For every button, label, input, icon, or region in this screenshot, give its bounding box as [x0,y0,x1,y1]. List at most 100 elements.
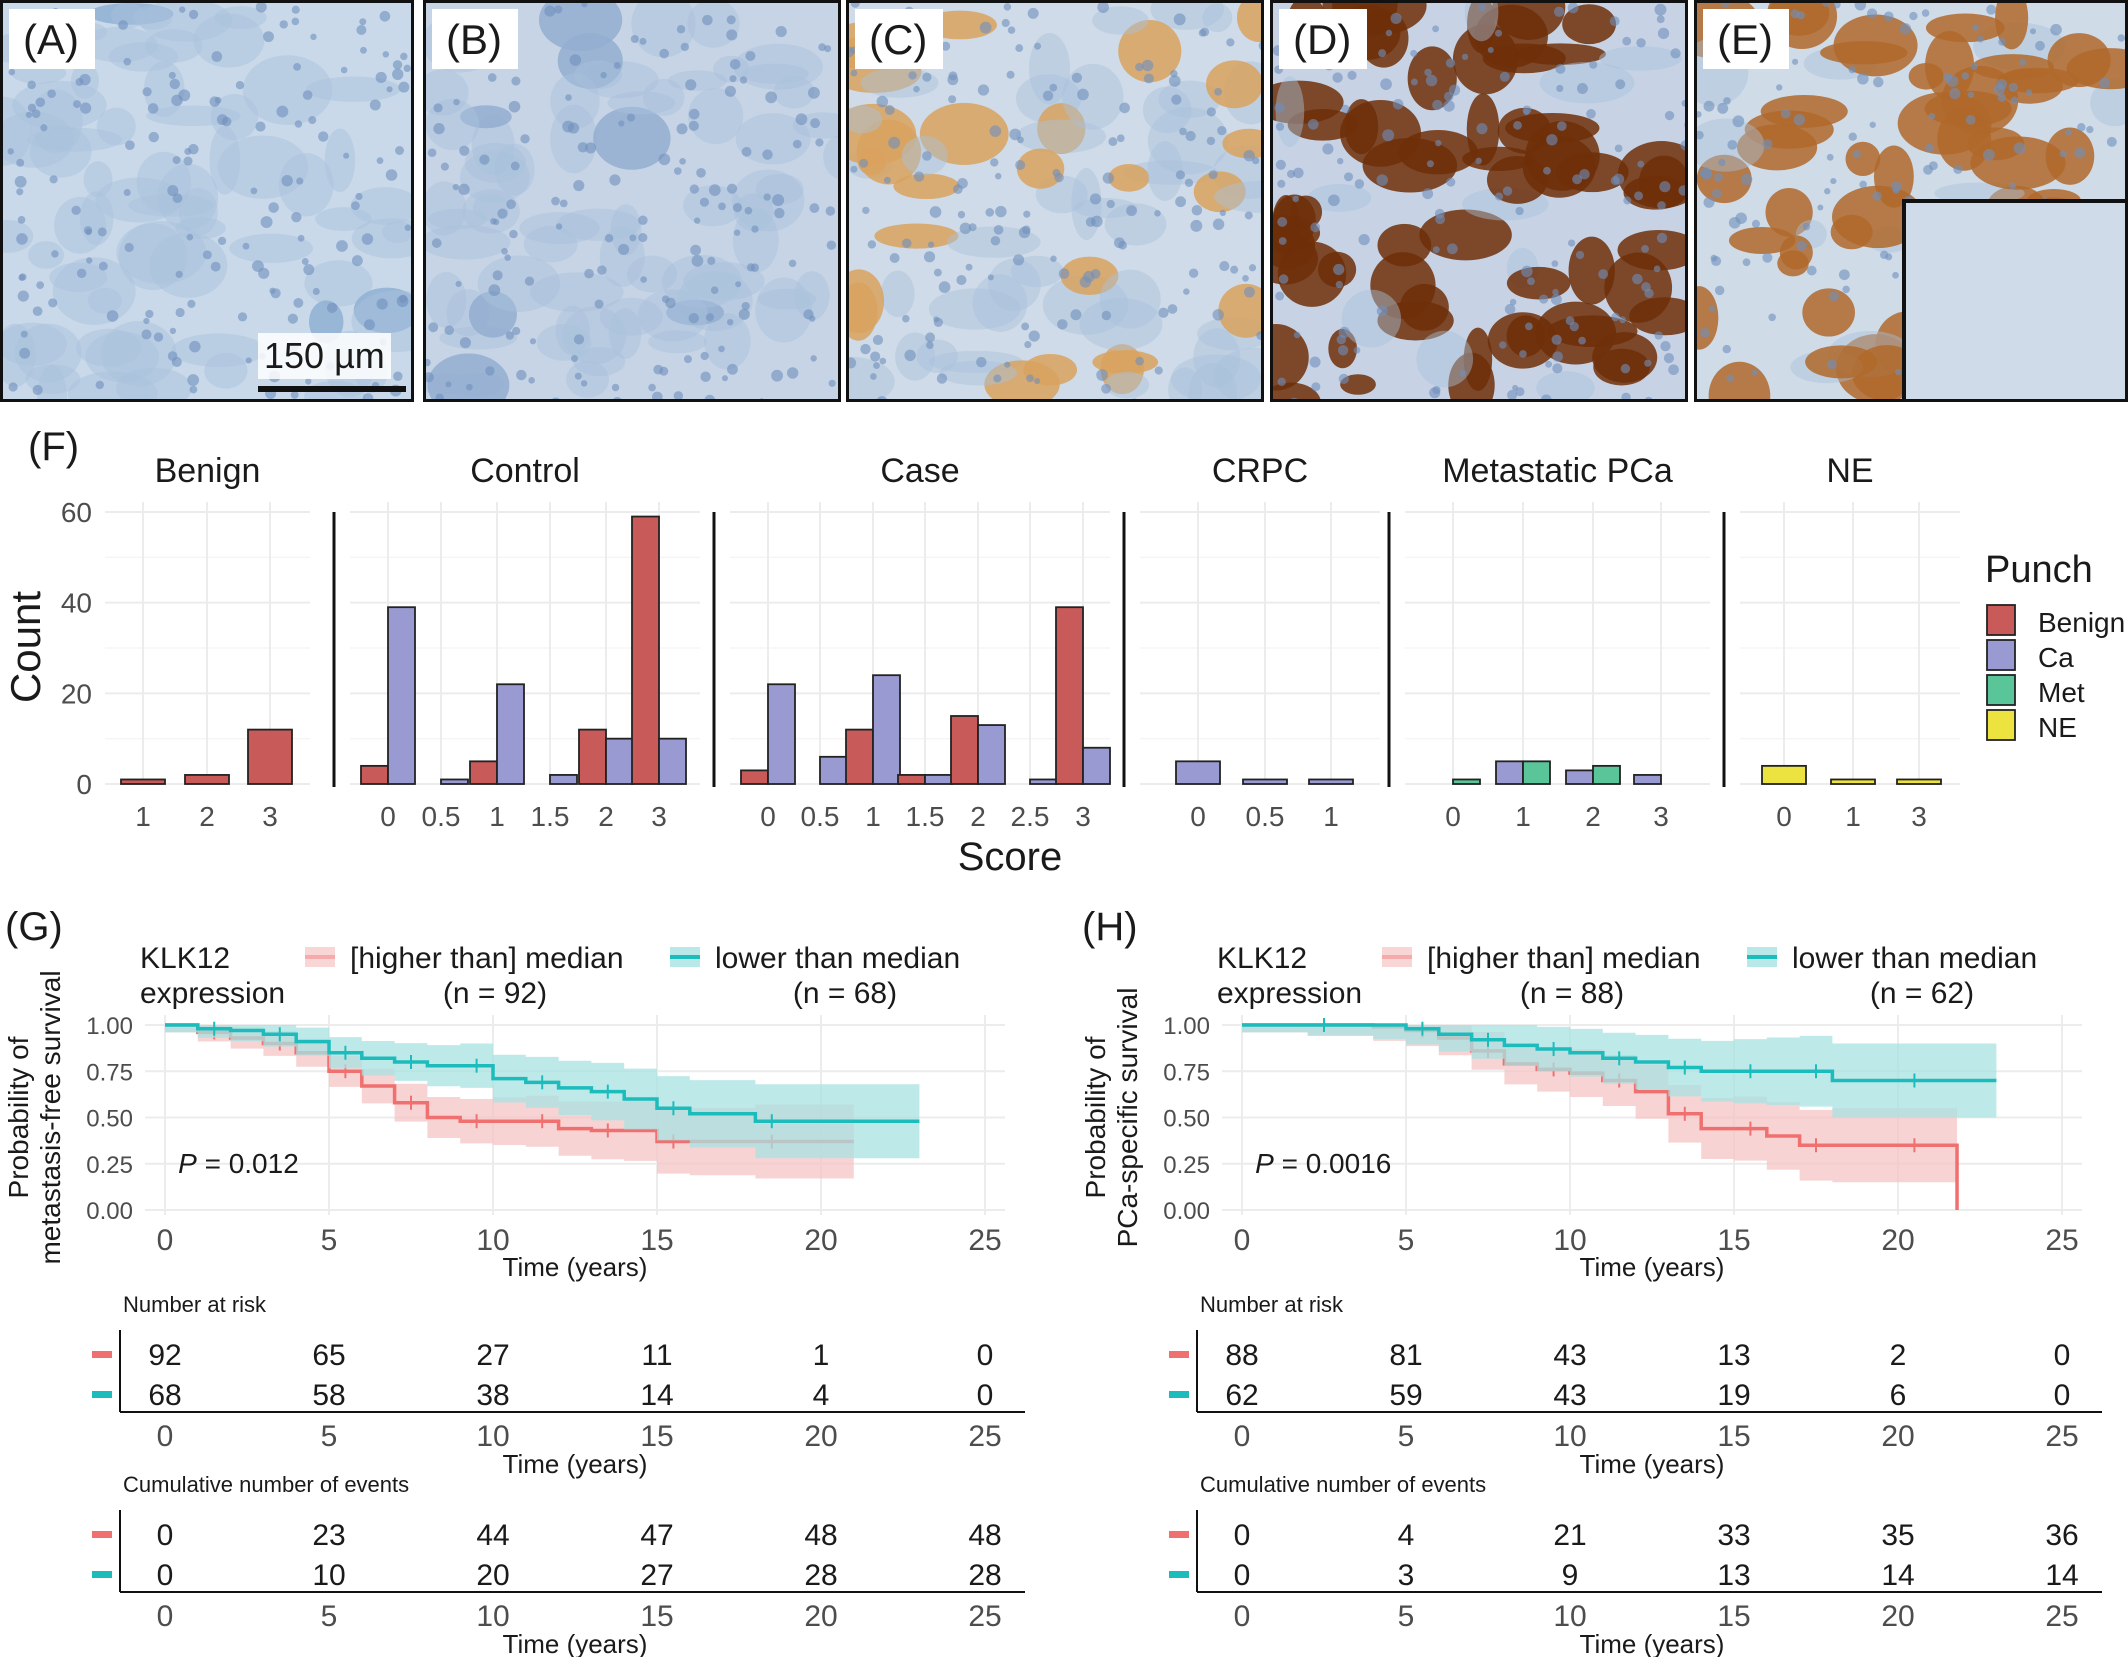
p-value: P = 0.0016 [1255,1148,1391,1179]
legend-n-high: (n = 92) [443,977,547,1010]
x-tick-label: 0 [157,1600,174,1633]
table-cell: 0 [1234,1559,1251,1592]
table-cell: 47 [640,1519,673,1552]
x-tick-label: 0 [157,1224,174,1257]
legend-swatch [1986,709,2016,741]
x-tick-label: 1 [489,801,505,832]
x-tick-label: 2.5 [1011,801,1050,832]
strata-key [92,1351,112,1358]
bar-benign [950,715,979,785]
bar-benign [360,764,389,785]
table-title: Number at risk [123,1292,267,1317]
bar-ne [1830,778,1876,785]
table-cell: 28 [968,1559,1001,1592]
x-tick-label: 15 [640,1420,673,1453]
table-cell: 10 [312,1559,345,1592]
x-tick-label: 0 [157,1420,174,1453]
facet-benign: Benign 1 2 3 [105,452,310,832]
x-axis-label: Time (years) [1580,1629,1725,1657]
bar-ca [1029,778,1058,785]
x-tick-label: 0.5 [422,801,461,832]
x-tick-label: 5 [1398,1600,1415,1633]
legend-title-line2: expression [1217,977,1362,1010]
x-tick-label: 1 [1515,801,1531,832]
legend-title: Punch [1985,549,2093,591]
table-cell: 28 [804,1559,837,1592]
table-cell: 0 [1234,1519,1251,1552]
panel-label: (E) [1703,9,1789,69]
x-tick-label: 20 [804,1420,837,1453]
x-tick-label: 1 [1845,801,1861,832]
scale-bar [258,386,406,392]
tissue-texture [3,3,411,399]
bar-ca [549,774,578,785]
bar-ca [605,737,634,785]
facet-title: Control [470,452,580,490]
bar-ca [872,674,901,785]
x-tick-label: 20 [1881,1224,1914,1257]
facet-title: Case [880,452,959,490]
x-tick-label: 10 [476,1420,509,1453]
bar-ne [1896,778,1942,785]
legend: Punch Benign Ca Met NE [1985,549,2125,743]
legend-label: NE [2038,712,2077,743]
bar-ca [1308,778,1354,785]
table-cell: 0 [977,1339,994,1372]
facet-ne: NE 0 1 3 [1722,452,1960,832]
strata-key [1169,1531,1189,1538]
legend-label-high: [higher than] median [1427,942,1701,975]
legend-n-high: (n = 88) [1520,977,1624,1010]
bar-benign [897,774,926,785]
bar-met [1452,778,1481,785]
legend-swatch [1986,674,2016,706]
x-tick-label: 3 [1075,801,1091,832]
histology-image-b: (B) [423,0,841,402]
y-axis-label-line2: metastasis-free survival [35,970,66,1264]
histology-image-c: (C) [846,0,1264,402]
tissue-texture [426,3,838,399]
y-tick-label: 1.00 [1163,1013,1210,1040]
x-tick-label: 2 [970,801,986,832]
x-tick-label: 25 [968,1600,1001,1633]
legend-band-high [1382,947,1412,967]
legend-title-line1: KLK12 [140,942,230,975]
histology-image-e: (E) [1694,0,2128,402]
x-tick-label: 0 [1190,801,1206,832]
table-cell: 27 [476,1339,509,1372]
table-cell: 14 [2045,1559,2078,1592]
facet-title: Metastatic PCa [1442,452,1673,490]
x-tick-label: 3 [651,801,667,832]
facet-control: Control 0 0.5 1 1.5 2 3 [332,452,700,832]
bar-ne [1761,764,1807,785]
table-cell: 44 [476,1519,509,1552]
table-cell: 13 [1717,1339,1750,1372]
panel-label: (C) [855,9,944,69]
legend-label-low: lower than median [715,942,960,975]
table-cell: 0 [157,1519,174,1552]
legend-title-line2: expression [140,977,285,1010]
x-tick-label: 1 [865,801,881,832]
x-tick-label: 2 [1585,801,1601,832]
table-cell: 23 [312,1519,345,1552]
y-tick-label: 60 [61,497,92,528]
x-tick-label: 5 [321,1224,338,1257]
bar-ca [1175,760,1221,785]
x-tick-label: 20 [804,1600,837,1633]
cumulative-events-table: Cumulative number of events 0 23 44 47 48 48 0 1… [92,1472,1025,1657]
legend-label: Ca [2038,642,2074,673]
legend-n-low: (n = 62) [1870,977,1974,1010]
strata-key [1169,1391,1189,1398]
facet-metastatic-pca: Metastatic PCa 0 1 2 3 [1387,452,1710,832]
table-title: Cumulative number of events [1200,1472,1486,1497]
y-tick-label: 0.25 [1163,1152,1210,1179]
legend-label: Benign [2038,607,2125,638]
panel-label: (A) [9,9,95,69]
bar-benign [631,515,660,785]
strata-key [1169,1571,1189,1578]
x-tick-label: 1 [1323,801,1339,832]
bar-ca [1082,746,1111,785]
p-value: P = 0.012 [178,1148,299,1179]
